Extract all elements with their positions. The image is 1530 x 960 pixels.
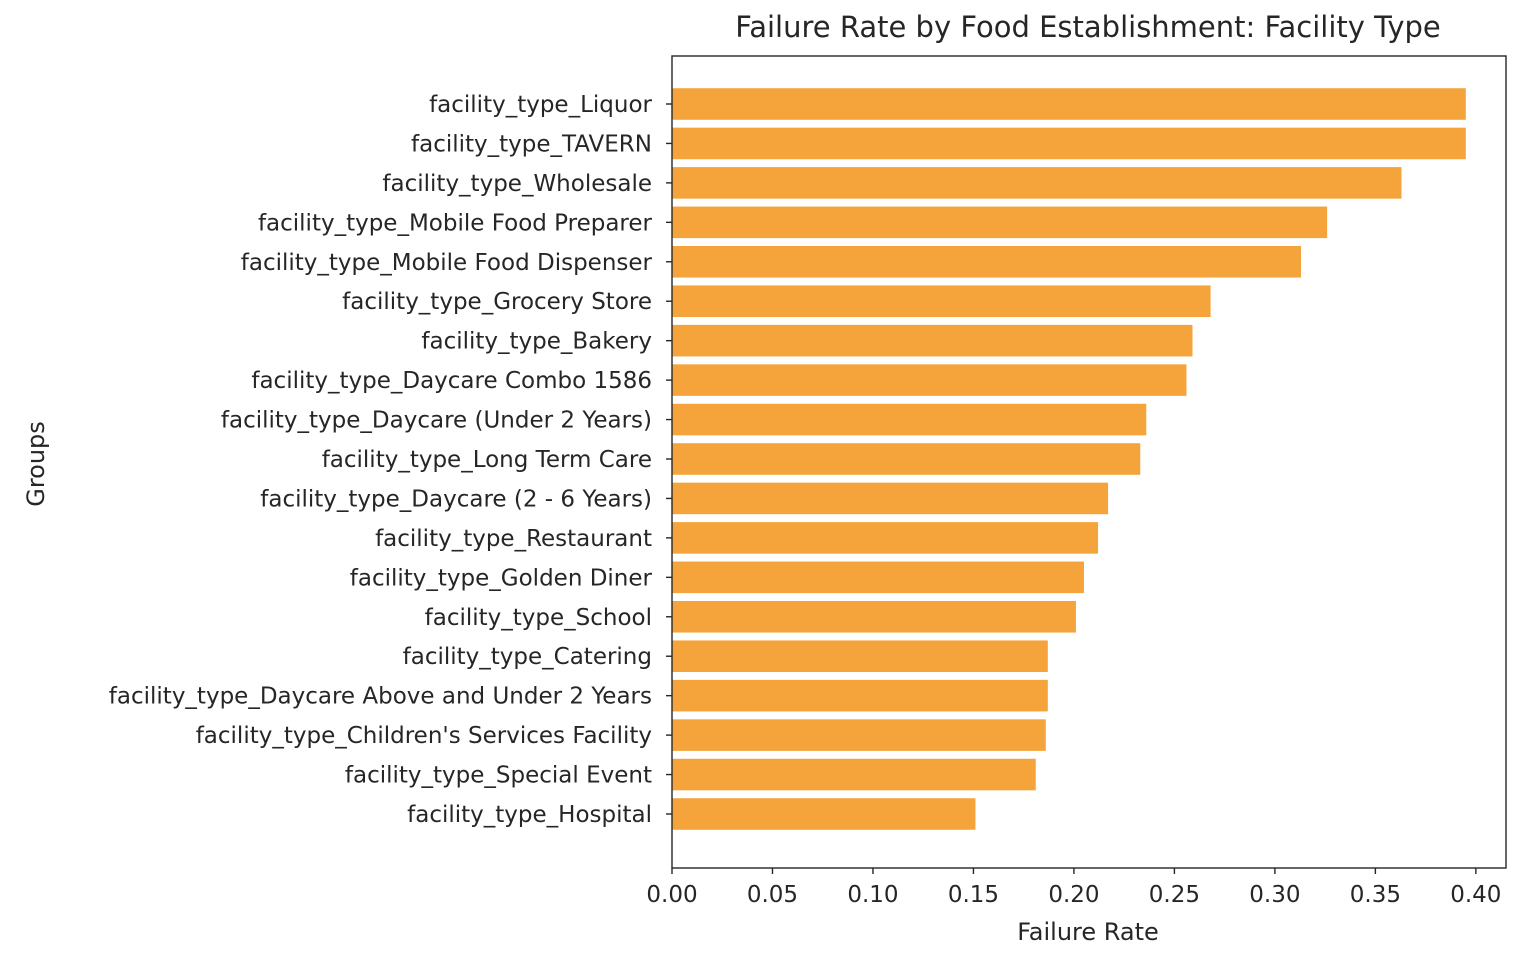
bar [672,443,1141,475]
x-tick-label: 0.35 [1350,882,1401,908]
bar [672,561,1084,594]
category-label: facility_type_Daycare (Under 2 Years) [221,408,652,434]
bar [672,364,1187,396]
category-label: facility_type_Catering [403,644,652,670]
category-label: facility_type_Hospital [407,802,652,828]
bar [672,719,1046,751]
category-label: facility_type_Daycare Above and Under 2 … [109,684,652,710]
bar [672,522,1099,554]
category-label: facility_type_Mobile Food Dispenser [241,250,653,276]
plot-frame [671,55,1507,869]
category-label: facility_type_Bakery [421,329,652,355]
bars-group [672,88,1466,830]
bar [672,679,1048,712]
bar [672,798,976,830]
bar [672,246,1302,278]
bar [672,601,1076,633]
x-axis-label: Failure Rate [1017,918,1159,946]
x-tick-label: 0.00 [646,882,697,908]
x-tick-label: 0.15 [948,882,999,908]
bar [672,206,1328,239]
category-label: facility_type_Special Event [345,763,652,789]
category-labels: facility_type_Liquor facility_type_TAVERN… [109,92,672,828]
bar [672,324,1193,357]
category-label: facility_type_Daycare Combo 1586 [251,368,652,394]
category-label: facility_type_Wholesale [382,171,652,197]
x-axis-ticks: 0.00 0.05 0.10 0.15 0.20 0.25 0.30 0.35 0.40 [646,868,1501,908]
category-label: facility_type_Long Term Care [322,447,652,473]
x-tick-label: 0.30 [1249,882,1300,908]
category-label: facility_type_Restaurant [375,526,652,552]
category-label: facility_type_Children's Services Facili… [196,723,652,749]
bar [672,482,1109,515]
chart-title: Failure Rate by Food Establishment: Faci… [735,10,1441,44]
x-tick-label: 0.40 [1450,882,1501,908]
category-label: facility_type_Liquor [429,92,652,118]
x-tick-label: 0.10 [847,882,898,908]
category-label: facility_type_Daycare (2 - 6 Years) [260,486,652,512]
bar [672,167,1402,199]
category-label: facility_type_School [425,605,652,631]
category-label: facility_type_Mobile Food Preparer [258,210,653,236]
x-tick-label: 0.25 [1149,882,1200,908]
bar [672,640,1048,672]
x-tick-label: 0.20 [1048,882,1099,908]
bar [672,88,1466,120]
category-label: facility_type_Golden Diner [350,565,653,591]
x-tick-label: 0.05 [747,882,798,908]
bar [672,285,1211,317]
category-label: facility_type_Grocery Store [342,289,652,315]
bar [672,127,1466,160]
category-label: facility_type_TAVERN [411,131,652,157]
y-axis-label: Groups [22,421,50,507]
bar [672,758,1036,791]
bar [672,403,1147,436]
